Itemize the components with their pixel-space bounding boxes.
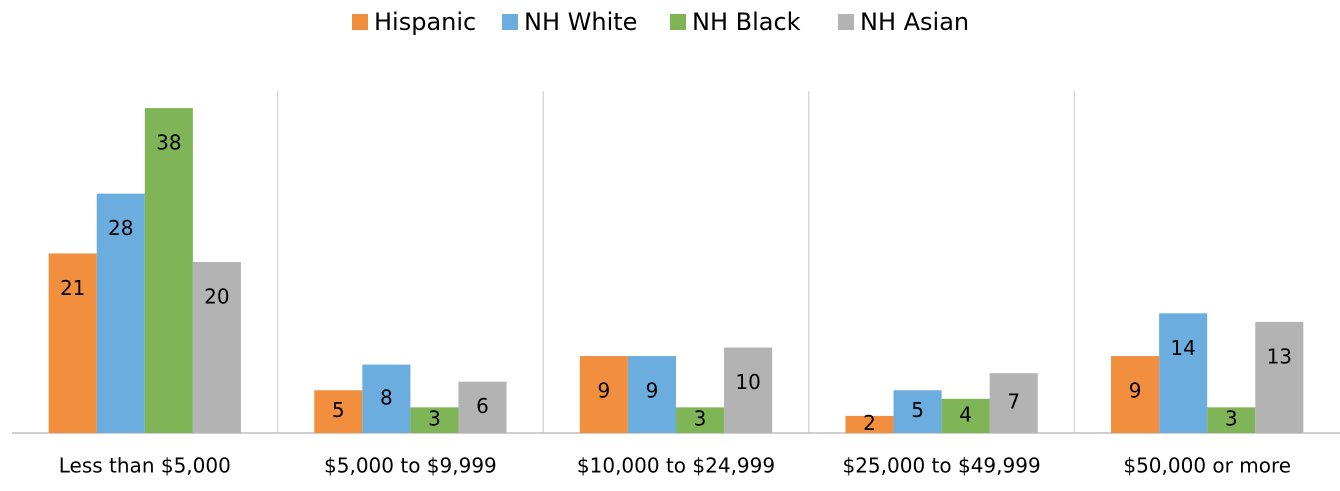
legend-swatch [670, 14, 686, 30]
legend-label: NH Black [692, 8, 801, 36]
data-label: 20 [204, 285, 229, 309]
legend-label: NH Asian [860, 8, 969, 36]
data-label: 4 [959, 402, 972, 426]
bar [1159, 313, 1208, 433]
bar [989, 373, 1038, 433]
bar [96, 193, 145, 433]
bar [845, 415, 894, 433]
legend-swatch [502, 14, 518, 30]
bar [1255, 321, 1304, 433]
bar [627, 356, 676, 433]
bar [144, 108, 193, 433]
bar [676, 407, 725, 433]
x-tick-label: $10,000 to $24,999 [577, 454, 775, 478]
data-label: 9 [598, 379, 611, 403]
data-label: 21 [60, 276, 85, 300]
bar [314, 390, 363, 433]
data-label: 6 [476, 394, 489, 418]
data-label: 9 [646, 379, 659, 403]
data-label: 38 [156, 131, 181, 155]
legend-swatch [838, 14, 854, 30]
data-label: 3 [1225, 407, 1238, 431]
data-label: 13 [1267, 344, 1292, 368]
bar [941, 398, 990, 433]
data-label: 28 [108, 216, 133, 240]
bar [1207, 407, 1256, 433]
legend-label: Hispanic [374, 8, 476, 36]
bar [579, 356, 628, 433]
x-tick-label: Less than $5,000 [59, 454, 231, 478]
x-tick-label: $50,000 or more [1123, 454, 1291, 478]
bar [192, 262, 241, 433]
data-label: 3 [694, 407, 707, 431]
data-label: 3 [428, 407, 441, 431]
bar [1111, 356, 1160, 433]
bar [48, 253, 97, 433]
x-tick-label: $25,000 to $49,999 [842, 454, 1040, 478]
data-label: 5 [911, 398, 924, 422]
data-label: 14 [1170, 336, 1195, 360]
data-label: 2 [863, 411, 876, 435]
bar [410, 407, 459, 433]
data-label: 9 [1129, 379, 1142, 403]
legend-label: NH White [524, 8, 637, 36]
bar [458, 381, 507, 433]
data-label: 10 [735, 370, 760, 394]
bar [724, 347, 773, 433]
bar [893, 390, 942, 433]
legend-swatch [352, 14, 368, 30]
bar [362, 364, 411, 433]
x-tick-label: $5,000 to $9,999 [324, 454, 497, 478]
data-label: 8 [380, 385, 393, 409]
data-label: 5 [332, 398, 345, 422]
data-label: 7 [1007, 390, 1020, 414]
